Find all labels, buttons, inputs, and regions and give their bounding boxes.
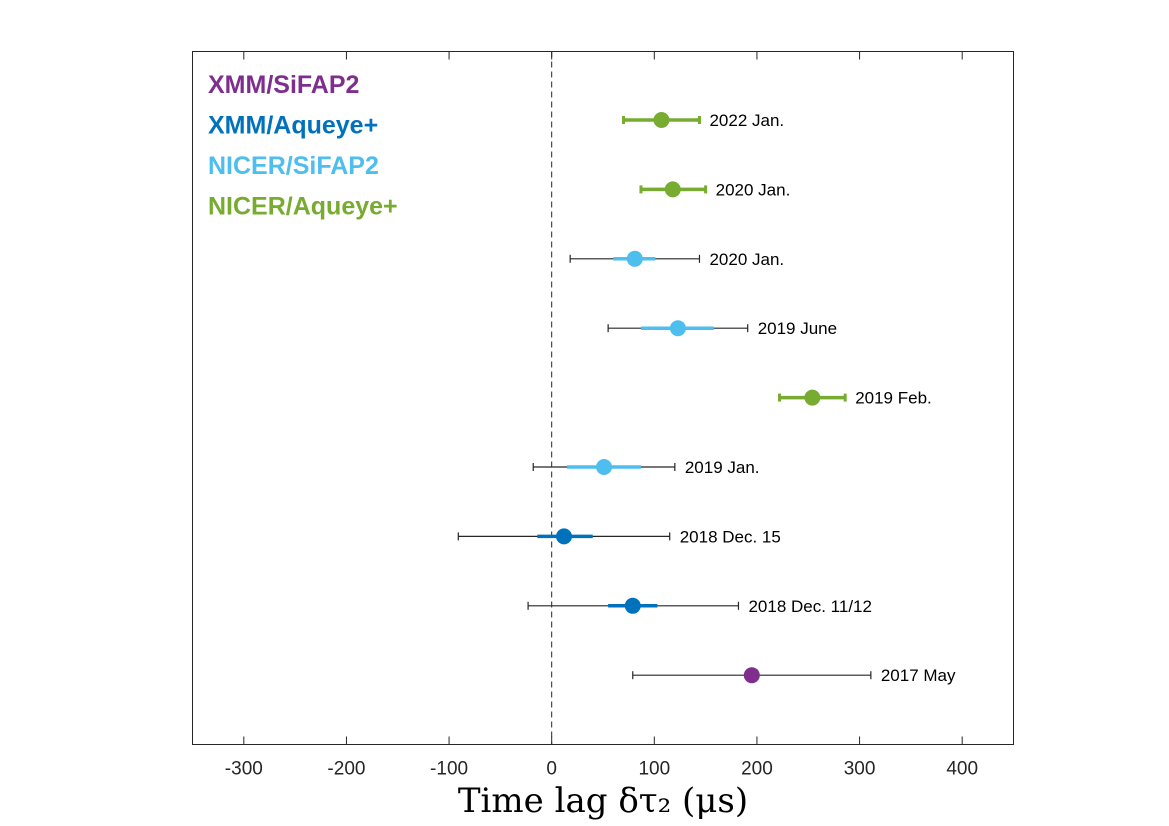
plot-area bbox=[192, 51, 1014, 745]
x-tick-label: 100 bbox=[638, 759, 670, 780]
data-point-group: 2019 June bbox=[607, 319, 837, 338]
point-label: 2017 May bbox=[881, 666, 956, 685]
x-axis-title: Time lag δτ₂ (μs) bbox=[458, 781, 748, 821]
data-point bbox=[556, 528, 573, 545]
data-point bbox=[743, 667, 760, 684]
data-marks: 2022 Jan. 2020 Jan. 2020 Jan. 2019 June 2019… bbox=[457, 111, 956, 685]
x-tick-label: 400 bbox=[946, 759, 978, 780]
point-label: 2018 Dec. 15 bbox=[680, 527, 781, 546]
point-label: 2020 Jan. bbox=[709, 250, 784, 269]
data-point bbox=[653, 112, 670, 128]
data-point bbox=[596, 459, 613, 475]
data-point-group: 2019 Jan. bbox=[532, 458, 760, 477]
point-label: 2018 Dec. 11/12 bbox=[748, 597, 872, 616]
data-point bbox=[669, 320, 686, 337]
data-point-group: 2020 Jan. bbox=[569, 250, 784, 269]
point-label: 2019 Feb. bbox=[855, 389, 932, 408]
legend-entry: NICER/Aqueye+ bbox=[208, 193, 398, 221]
x-tick-label: 0 bbox=[546, 759, 557, 780]
legend: XMM/SiFAP2 XMM/Aqueye+ NICER/SiFAP2 NICER/A… bbox=[208, 71, 398, 221]
data-point bbox=[626, 250, 643, 267]
legend-entry: NICER/SiFAP2 bbox=[208, 152, 379, 180]
point-label: 2019 June bbox=[758, 319, 837, 338]
legend-entry: XMM/SiFAP2 bbox=[208, 71, 359, 99]
x-tick-label: 200 bbox=[741, 759, 773, 780]
data-point-group: 2018 Dec. 11/12 bbox=[527, 597, 872, 616]
x-tick-label: -100 bbox=[430, 759, 468, 780]
data-point bbox=[624, 597, 641, 614]
point-label: 2022 Jan. bbox=[709, 111, 784, 130]
data-point-group: 2020 Jan. bbox=[639, 180, 791, 199]
point-label: 2020 Jan. bbox=[716, 180, 791, 199]
x-tick-label: -200 bbox=[327, 759, 365, 780]
data-point-group: 2018 Dec. 15 bbox=[457, 527, 781, 546]
legend-entry: XMM/Aqueye+ bbox=[208, 112, 378, 140]
x-tick-label: 300 bbox=[844, 759, 876, 780]
x-axis: -300 -200 -100 0 100 200 300 400 bbox=[225, 51, 978, 780]
data-point-group: 2017 May bbox=[632, 666, 956, 685]
data-point-group: 2019 Feb. bbox=[778, 389, 932, 408]
data-point-group: 2022 Jan. bbox=[622, 111, 784, 130]
point-label: 2019 Jan. bbox=[685, 458, 760, 477]
data-point bbox=[804, 389, 821, 406]
x-tick-label: -300 bbox=[225, 759, 263, 780]
data-point bbox=[664, 181, 681, 198]
